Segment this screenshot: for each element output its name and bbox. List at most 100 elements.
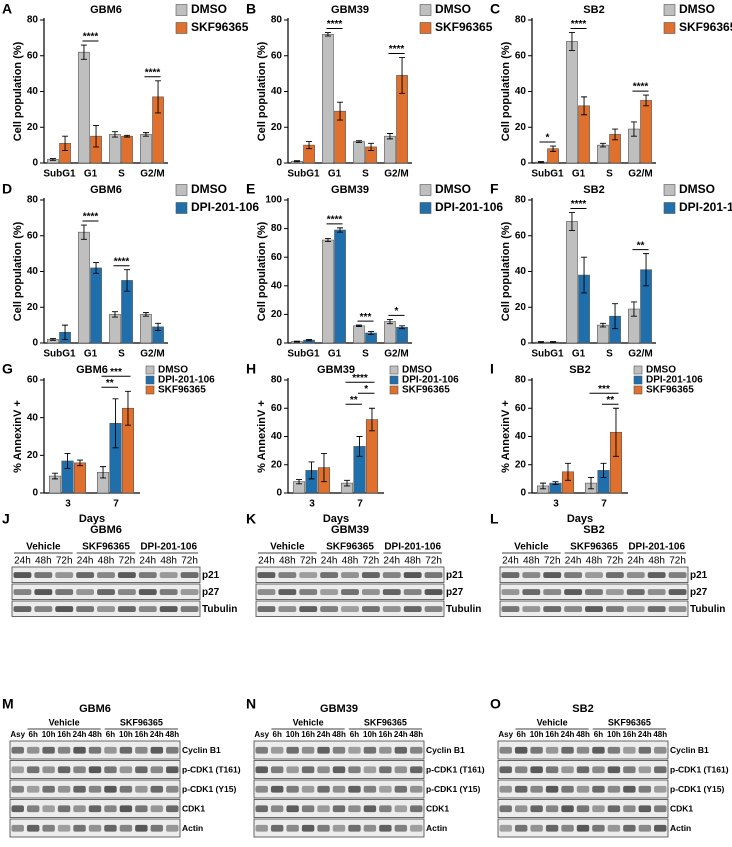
blot-band <box>394 785 408 793</box>
blot-band <box>626 606 645 613</box>
group-label: DPI-201-106 <box>384 542 441 553</box>
y-tick-label: 0 <box>32 338 38 349</box>
blot-band <box>514 766 528 774</box>
error-bar <box>581 96 588 116</box>
lane-label: 16h <box>301 730 315 739</box>
blot-band <box>499 746 512 754</box>
lane-label: 10h <box>530 730 544 739</box>
error-bar <box>643 94 650 107</box>
blot-band <box>57 785 71 793</box>
y-tick-label: 0 <box>520 488 526 499</box>
error-bar <box>368 142 375 151</box>
legend-label: DMSO <box>435 2 471 16</box>
blot-band <box>605 606 624 613</box>
blot-band <box>270 785 284 793</box>
significance-label: * <box>546 133 550 144</box>
blot-band <box>394 746 408 754</box>
blot-band <box>150 785 164 793</box>
blot-band <box>320 606 339 613</box>
y-tick-label: 20 <box>271 309 283 320</box>
row-label: Cyclin B1 <box>426 745 465 755</box>
significance-label: *** <box>598 384 610 395</box>
blot-band <box>363 785 377 793</box>
error-bar <box>124 134 131 138</box>
blot-band <box>55 589 74 596</box>
error-bar <box>612 303 619 330</box>
blot-band <box>286 766 299 774</box>
error-bar <box>52 472 59 480</box>
error-bar <box>306 338 313 342</box>
y-axis-label: Cell population (%) <box>256 41 268 141</box>
y-tick-label: 40 <box>271 280 283 291</box>
blot-band <box>270 766 284 774</box>
row-label: p21 <box>446 570 464 581</box>
bar <box>566 221 578 344</box>
blot-band <box>299 589 318 596</box>
bar <box>121 135 133 164</box>
blot-band <box>150 746 164 754</box>
bar <box>334 229 346 344</box>
blot-band <box>257 606 276 613</box>
blot-band <box>501 606 520 613</box>
blot-band <box>270 805 284 813</box>
lane-label: 24h <box>627 556 644 567</box>
x-tick-label: G2/M <box>628 169 652 180</box>
blot-band <box>104 766 117 774</box>
blot-band <box>26 824 40 832</box>
blot-band <box>299 606 318 613</box>
bar <box>353 141 365 164</box>
error-bar <box>64 453 71 469</box>
error-bar <box>308 461 315 480</box>
legend-label: SKF96365 <box>402 385 450 396</box>
blot-band <box>403 572 422 579</box>
significance-label: **** <box>389 44 405 55</box>
blot-band <box>150 766 164 774</box>
row-label: Cyclin B1 <box>670 745 709 755</box>
blot-band <box>668 572 687 579</box>
y-tick-label: 20 <box>271 122 283 133</box>
blot-band <box>363 766 377 774</box>
error-bar <box>111 311 118 318</box>
blot-band <box>522 589 541 596</box>
lane-label: 48h <box>165 730 179 739</box>
blot-band <box>576 746 590 754</box>
lane-label: 48h <box>332 730 346 739</box>
blot-band <box>348 785 361 793</box>
blot-band <box>361 572 380 579</box>
chart-title: GBM6 <box>90 4 122 16</box>
blot-band <box>410 824 423 832</box>
x-tick-label: S <box>362 349 369 360</box>
blot-band <box>382 589 401 596</box>
blot-band <box>585 572 603 579</box>
significance-label: **** <box>352 373 368 384</box>
blot-band <box>403 606 422 613</box>
error-bar <box>386 133 393 140</box>
blot-band <box>42 785 55 793</box>
x-tick-label: S <box>606 169 613 180</box>
error-bar <box>540 482 547 490</box>
blot-band <box>410 766 423 774</box>
row-label: Tubulin <box>690 604 725 615</box>
lane-label: 48h <box>576 730 590 739</box>
blot-band <box>410 746 423 754</box>
y-tick-label: 40 <box>515 431 527 442</box>
blot-band <box>561 746 574 754</box>
blot-band <box>119 824 133 832</box>
legend-label: DPI-201-106 <box>158 375 215 386</box>
lane-label: 48h <box>342 556 359 567</box>
significance-label: **** <box>327 19 343 30</box>
y-tick-label: 40 <box>271 86 283 97</box>
bar <box>322 33 334 164</box>
legend-label: SKF96365 <box>191 20 249 34</box>
y-tick-label: 60 <box>515 50 527 61</box>
blot-band <box>34 606 53 613</box>
significance-label: *** <box>360 312 372 323</box>
lane-label: 10h <box>119 730 133 739</box>
blot-band <box>119 746 133 754</box>
bar <box>597 324 609 344</box>
error-bar <box>386 318 393 325</box>
blot-band <box>382 606 401 613</box>
panel-letter: C <box>490 1 500 17</box>
bar <box>140 134 152 164</box>
error-bar <box>356 436 363 457</box>
